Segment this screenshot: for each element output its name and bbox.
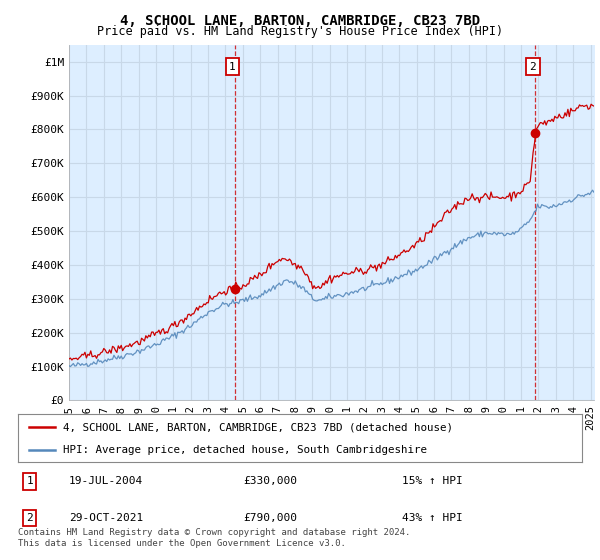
Text: 2: 2: [26, 513, 33, 522]
Text: 43% ↑ HPI: 43% ↑ HPI: [401, 513, 462, 522]
Text: HPI: Average price, detached house, South Cambridgeshire: HPI: Average price, detached house, Sout…: [63, 445, 427, 455]
Text: 4, SCHOOL LANE, BARTON, CAMBRIDGE, CB23 7BD (detached house): 4, SCHOOL LANE, BARTON, CAMBRIDGE, CB23 …: [63, 422, 453, 432]
Text: 15% ↑ HPI: 15% ↑ HPI: [401, 477, 462, 487]
Text: £790,000: £790,000: [244, 513, 298, 522]
Text: 19-JUL-2004: 19-JUL-2004: [69, 477, 143, 487]
Text: 1: 1: [26, 477, 33, 487]
Text: 1: 1: [229, 62, 236, 72]
Text: Price paid vs. HM Land Registry's House Price Index (HPI): Price paid vs. HM Land Registry's House …: [97, 25, 503, 38]
Text: 4, SCHOOL LANE, BARTON, CAMBRIDGE, CB23 7BD: 4, SCHOOL LANE, BARTON, CAMBRIDGE, CB23 …: [120, 14, 480, 28]
Text: Contains HM Land Registry data © Crown copyright and database right 2024.
This d: Contains HM Land Registry data © Crown c…: [18, 528, 410, 548]
Text: 2: 2: [529, 62, 536, 72]
Text: 29-OCT-2021: 29-OCT-2021: [69, 513, 143, 522]
Text: £330,000: £330,000: [244, 477, 298, 487]
